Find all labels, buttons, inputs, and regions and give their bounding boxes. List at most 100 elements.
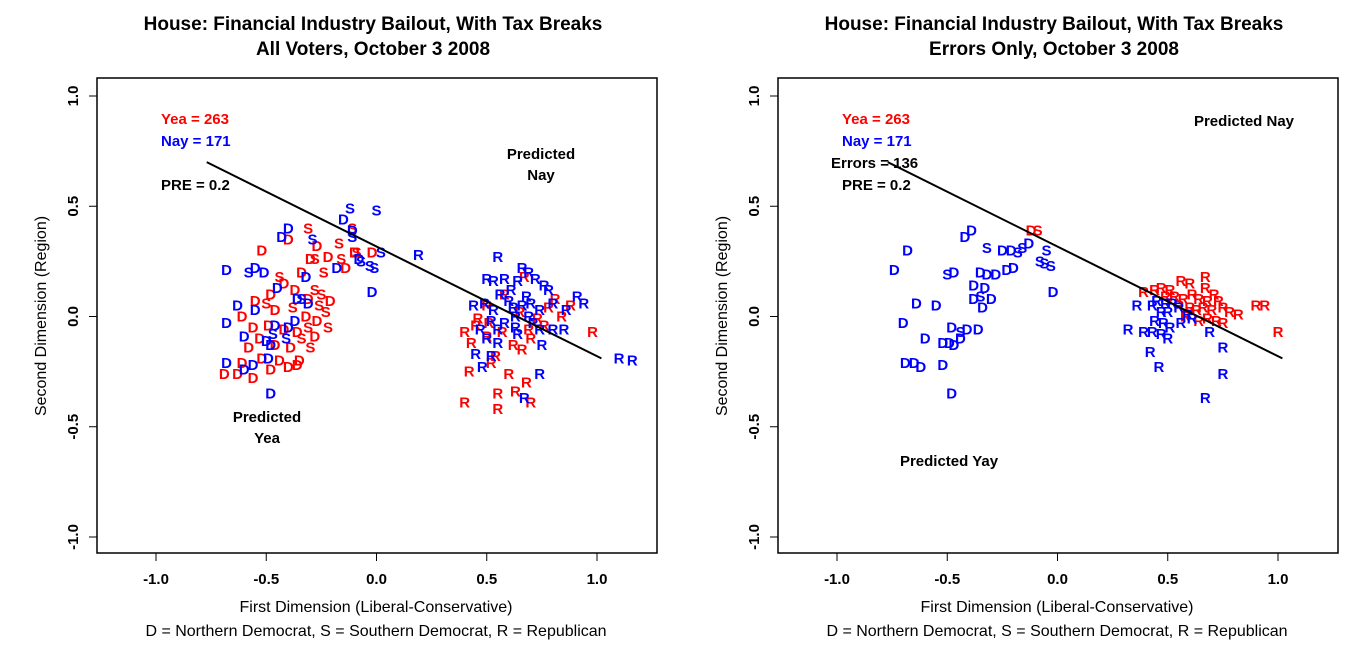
yea-point-d: D [292, 324, 303, 341]
nay-point-d: D [248, 357, 259, 374]
nay-point-s: S [1046, 258, 1056, 275]
nay-point-d: D [261, 333, 272, 350]
yea-point-r: R [492, 386, 503, 403]
nay-point-r: R [1204, 324, 1215, 341]
nay-point-r: R [486, 313, 497, 330]
nay-point-d: D [902, 242, 913, 259]
nay-point-r: R [1165, 320, 1176, 337]
yea-point-r: R [486, 355, 497, 372]
nay-point-d: D [250, 302, 261, 319]
yea-point-d: D [270, 337, 281, 354]
nay-point-s: S [345, 200, 355, 217]
nay-point-d: D [979, 280, 990, 297]
nay-point-d: D [265, 337, 276, 354]
predicted-yay-label: Predicted Yay [900, 453, 999, 470]
yea-point-d: D [289, 282, 300, 299]
nay-point-r: R [1156, 304, 1167, 321]
nay-point-r: R [477, 359, 488, 376]
yea-point-d: D [292, 357, 303, 374]
yea-point-d: D [340, 260, 351, 277]
nay-point-d: D [239, 361, 250, 378]
x-tick-label: 0.5 [1157, 571, 1178, 588]
yea-point-r: R [1200, 269, 1211, 286]
nay-point-r: R [488, 273, 499, 290]
y-tick-label: 0.5 [65, 196, 82, 217]
yea-point-r: R [1202, 311, 1213, 328]
chart-title: House: Financial Industry Bailout, With … [144, 14, 603, 35]
yea-point-d: D [325, 293, 336, 310]
nay-point-r: R [503, 293, 514, 310]
nay-point-s: S [942, 267, 952, 284]
x-tick-label: -1.0 [143, 571, 169, 588]
yea-point-r: R [466, 335, 477, 352]
yea-point-r: R [523, 322, 534, 339]
yea-point-r: R [1184, 300, 1195, 317]
nay-point-r: R [572, 289, 583, 306]
cutting-line [887, 161, 1283, 360]
nay-point-r: R [475, 322, 486, 339]
yea-point-r: R [539, 317, 550, 334]
nay-point-d: D [283, 320, 294, 337]
yea-point-r: R [499, 286, 510, 303]
yea-point-r: R [1217, 315, 1228, 332]
yea-point-r: R [1213, 293, 1224, 310]
yea-count: Yea = 263 [161, 111, 229, 128]
y-tick-label: 0.0 [746, 306, 763, 327]
yea-point-d: D [283, 231, 294, 248]
yea-point-r: R [464, 364, 475, 381]
nay-point-d: D [283, 220, 294, 237]
predicted-nay-label-line1: Predicted [507, 146, 575, 163]
x-tick-label: -0.5 [253, 571, 279, 588]
chart-errors-only-svg: House: Financial Industry Bailout, With … [714, 14, 1339, 640]
yea-point-s: S [274, 269, 284, 286]
nay-point-s: S [1017, 240, 1027, 257]
yea-point-s: S [334, 236, 344, 253]
nay-point-d: D [911, 295, 922, 312]
yea-point-d: D [254, 331, 265, 348]
nay-point-r: R [1147, 297, 1158, 314]
yea-point-r: R [481, 297, 492, 314]
yea-point-r: R [1217, 300, 1228, 317]
y-tick-label: 0.5 [746, 196, 763, 217]
yea-point-d: D [248, 320, 259, 337]
nay-point-d: D [221, 355, 232, 372]
nay-point-r: R [495, 286, 506, 303]
yea-point-r: R [473, 311, 484, 328]
nay-point-r: R [1123, 322, 1134, 339]
nay-point-r: R [510, 309, 521, 326]
nay-point-d: D [948, 337, 959, 354]
nay-point-r: R [1217, 366, 1228, 383]
nay-point-s: S [975, 289, 985, 306]
yea-point-r: R [1251, 297, 1262, 314]
nay-point-d: D [353, 251, 364, 268]
predicted-yea-label-line1: Predicted [233, 409, 301, 426]
nay-point-r: R [525, 295, 536, 312]
nay-point-r: R [1182, 306, 1193, 323]
yea-point-d: D [309, 328, 320, 345]
yea-point-d: D [305, 251, 316, 268]
nay-point-r: R [492, 322, 503, 339]
yea-point-r: R [565, 297, 576, 314]
nay-point-s: S [365, 258, 375, 275]
nay-point-d: D [997, 242, 1008, 259]
nay-point-s: S [356, 253, 366, 270]
yea-point-r: R [1176, 273, 1187, 290]
errors-count: Errors = 136 [831, 155, 918, 172]
x-axis-sublabel: D = Northern Democrat, S = Southern Demo… [826, 623, 1287, 640]
yea-point-s: S [336, 251, 346, 268]
nay-point-r: R [1173, 300, 1184, 317]
y-axis-label: Second Dimension (Region) [714, 216, 731, 416]
yea-point-d: D [1026, 223, 1037, 240]
nay-point-r: R [1147, 324, 1158, 341]
nay-point-d: D [968, 278, 979, 295]
nay-point-r: R [506, 282, 517, 299]
yea-point-d: D [278, 275, 289, 292]
yea-point-s: S [316, 286, 326, 303]
yea-point-r: R [1156, 280, 1167, 297]
nay-point-d: D [1008, 260, 1019, 277]
yea-point-r: R [503, 366, 514, 383]
nay-point-r: R [521, 289, 532, 306]
cutting-line [206, 161, 602, 360]
predicted-yea-label-line2: Yea [254, 430, 281, 447]
nay-point-d: D [937, 335, 948, 352]
